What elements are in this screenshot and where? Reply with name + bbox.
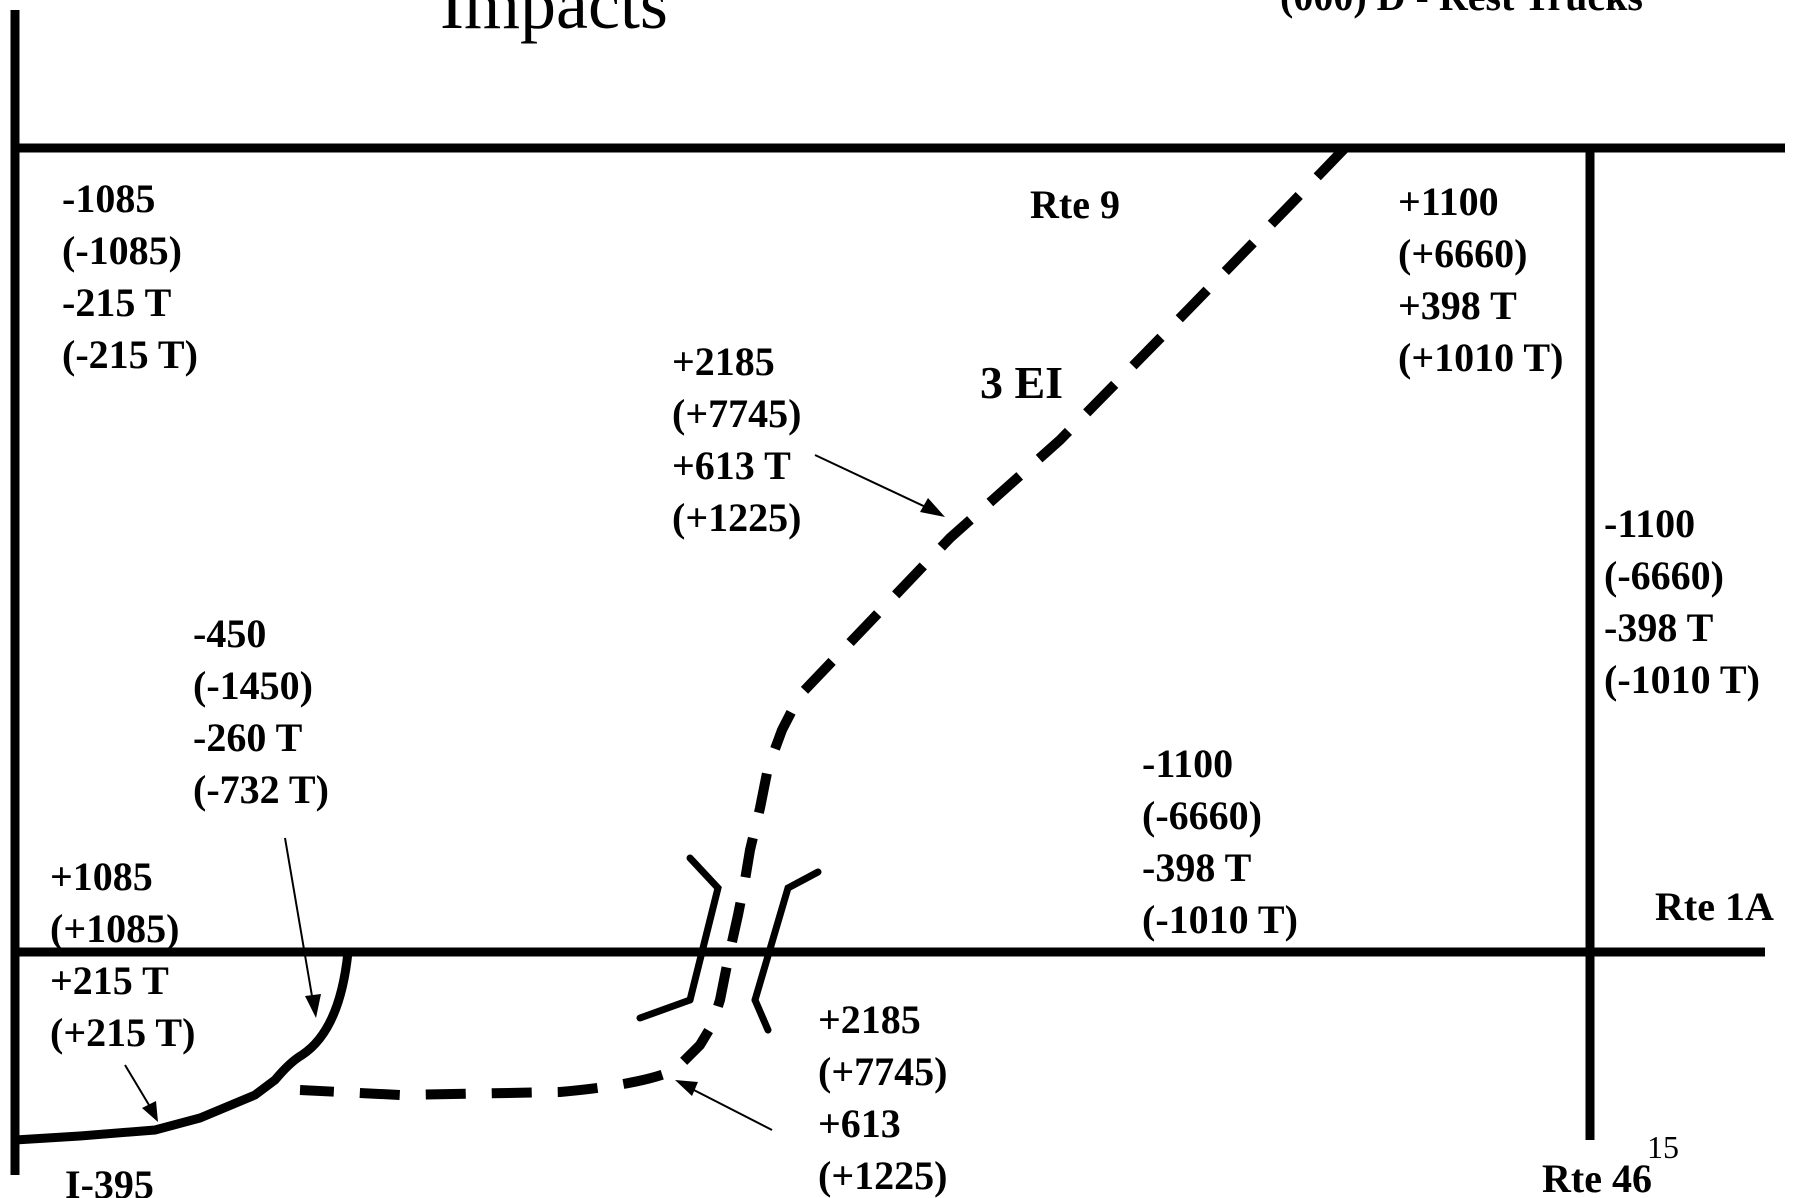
volume-line: (+1225) <box>818 1153 947 1198</box>
rte46-label: Rte 46 <box>1542 1156 1652 1198</box>
arrowhead-i395-ramp <box>305 994 321 1018</box>
volume-line: (-1010 T) <box>1142 897 1298 942</box>
volume-block-center-right: -1100 (-6660) -398 T (-1010 T) <box>1142 741 1298 942</box>
volume-line: +215 T <box>50 958 169 1003</box>
three-ei-label: 3 EI <box>980 357 1063 408</box>
arrow-to-3ei <box>814 454 933 511</box>
arrow-to-i395 <box>124 1064 153 1111</box>
volume-line: (-732 T) <box>193 767 329 812</box>
volume-block-top-left: -1085 (-1085) -215 T (-215 T) <box>62 176 198 377</box>
volume-line: (+215 T) <box>50 1010 195 1055</box>
volume-block-right: -1100 (-6660) -398 T (-1010 T) <box>1604 501 1760 702</box>
interchange-ramp-nw <box>686 854 722 1004</box>
rte1a-label: Rte 1A <box>1655 884 1774 929</box>
volume-line: +613 T <box>672 443 791 488</box>
interchange-ramp-sw <box>636 996 694 1022</box>
i395-label: I-395 <box>65 1162 154 1198</box>
volume-line: (-6660) <box>1604 553 1724 598</box>
volume-line: +2185 <box>818 997 921 1042</box>
volume-line: -215 T <box>62 280 172 325</box>
volume-block-top-right: +1100 (+6660) +398 T (+1010 T) <box>1398 179 1563 380</box>
arrowhead-3ei <box>920 498 945 517</box>
volume-line: -1100 <box>1604 501 1695 546</box>
volume-line: (+1225) <box>672 495 801 540</box>
interchange-ramp-ne <box>751 868 822 1004</box>
volume-line: (-1450) <box>193 663 313 708</box>
rte9-label: Rte 9 <box>1030 182 1120 227</box>
volume-block-bottom-mid: +2185 (+7745) +613 (+1225) <box>818 997 947 1198</box>
volume-line: (+7745) <box>818 1049 947 1094</box>
diagram-title: Impacts <box>440 0 668 44</box>
volume-line: -450 <box>193 611 266 656</box>
volume-line: (+1085) <box>50 906 179 951</box>
volume-line: (+6660) <box>1398 231 1527 276</box>
volume-block-left-mid: -450 (-1450) -260 T (-732 T) <box>193 611 329 812</box>
i395-road <box>14 951 353 1145</box>
interchange-ramp-se <box>751 996 772 1034</box>
volume-line: (-1010 T) <box>1604 657 1760 702</box>
volume-line: (+7745) <box>672 391 801 436</box>
volume-block-mid-top: +2185 (+7745) +613 T (+1225) <box>672 339 801 540</box>
volume-block-bottom-left: +1085 (+1085) +215 T (+215 T) <box>50 854 195 1055</box>
volume-line: -1100 <box>1142 741 1233 786</box>
volume-line: (+1010 T) <box>1398 335 1563 380</box>
volume-line: (-6660) <box>1142 793 1262 838</box>
volume-line: -1085 <box>62 176 155 221</box>
arrowhead-proposed-ramp <box>675 1080 698 1096</box>
page-number: 15 <box>1647 1129 1679 1165</box>
arrowhead-i395 <box>142 1101 158 1122</box>
arrow-to-i395-ramp <box>284 837 314 1003</box>
volume-line: (-1085) <box>62 228 182 273</box>
arrow-to-proposed-ramp <box>687 1086 773 1131</box>
volume-line: -398 T <box>1142 845 1252 890</box>
three-ei-proposed-road <box>299 144 1349 1101</box>
legend-text: (000) D - Rest Trucks <box>1280 0 1643 19</box>
volume-line: +1085 <box>50 854 153 899</box>
volume-line: +1100 <box>1398 179 1499 224</box>
volume-line: +398 T <box>1398 283 1517 328</box>
volume-line: -398 T <box>1604 605 1714 650</box>
volume-line: (-215 T) <box>62 332 198 377</box>
volume-line: +613 <box>818 1101 901 1146</box>
volume-line: +2185 <box>672 339 775 384</box>
volume-line: -260 T <box>193 715 303 760</box>
